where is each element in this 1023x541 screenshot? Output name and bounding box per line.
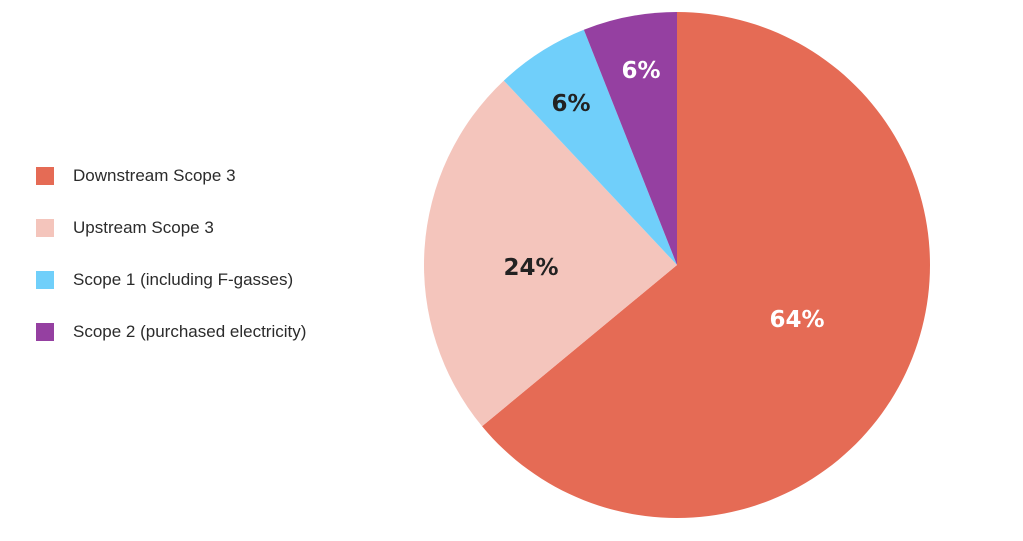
data-label-downstream-scope-3: 64%	[769, 307, 824, 333]
legend-item-scope-1: Scope 1 (including F-gasses)	[36, 267, 306, 293]
legend-label-upstream-scope-3: Upstream Scope 3	[73, 218, 214, 237]
pie-slice-scope-1	[503, 29, 677, 266]
pie-slice-downstream-scope-3	[482, 12, 930, 518]
legend-item-upstream-scope-3: Upstream Scope 3	[36, 215, 306, 241]
legend-swatch-downstream-scope-3	[36, 167, 54, 185]
legend-label-scope-1: Scope 1 (including F-gasses)	[73, 270, 294, 289]
data-label-scope-1: 6%	[551, 91, 590, 117]
legend-item-scope-2: Scope 2 (purchased electricity)	[36, 319, 306, 345]
legend-swatch-upstream-scope-3	[36, 219, 54, 237]
chart-legend: Downstream Scope 3 Upstream Scope 3 Scop…	[36, 163, 306, 371]
data-label-scope-2: 6%	[621, 58, 660, 84]
legend-label-downstream-scope-3: Downstream Scope 3	[73, 166, 236, 185]
data-label-upstream-scope-3: 24%	[503, 255, 558, 281]
pie-slice-scope-2	[583, 12, 677, 265]
legend-item-downstream-scope-3: Downstream Scope 3	[36, 163, 306, 189]
legend-label-scope-2: Scope 2 (purchased electricity)	[73, 322, 307, 341]
pie-slice-upstream-scope-3	[424, 80, 677, 427]
legend-swatch-scope-2	[36, 323, 54, 341]
legend-swatch-scope-1	[36, 271, 54, 289]
